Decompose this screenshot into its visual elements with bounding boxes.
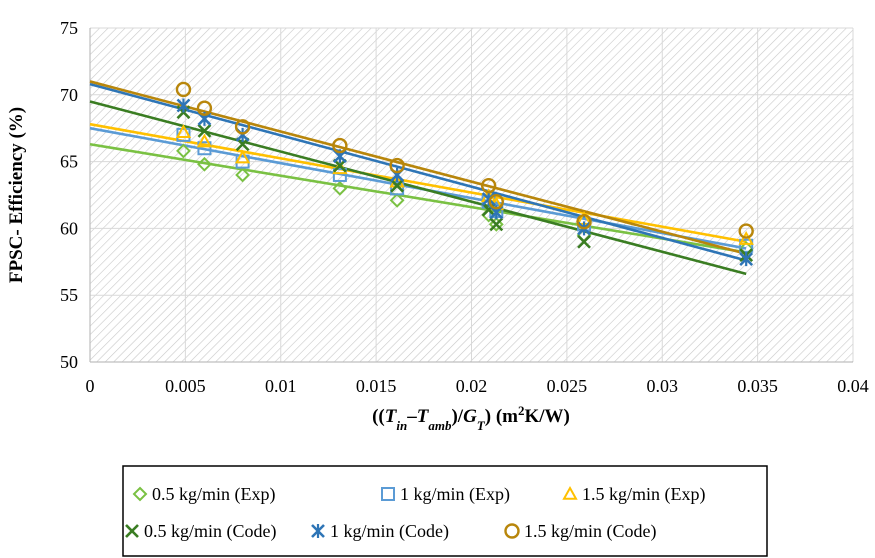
data-point-series-5 bbox=[175, 81, 192, 98]
data-point-series-3 bbox=[577, 234, 591, 249]
legend-marker-5 bbox=[504, 523, 520, 539]
y-tick-label: 70 bbox=[60, 85, 78, 105]
data-point-series-0 bbox=[176, 143, 191, 159]
data-point-series-5 bbox=[332, 137, 348, 154]
legend-marker-4 bbox=[311, 524, 325, 538]
data-point-series-2 bbox=[234, 149, 251, 164]
data-point-series-1 bbox=[197, 141, 212, 156]
x-tick-labels: 0 0.005 0.01 0.015 0.02 0.025 0.03 0.035 0.04 bbox=[86, 376, 869, 396]
legend-marker-1 bbox=[381, 487, 395, 501]
x-tick-label: 0.035 bbox=[737, 376, 778, 396]
legend-label: 1 kg/min (Code) bbox=[330, 521, 449, 542]
x-axis-title-part: T bbox=[385, 406, 398, 427]
x-tick-label: 0.01 bbox=[265, 376, 297, 396]
legend-box bbox=[122, 465, 768, 557]
y-tick-label: 55 bbox=[60, 285, 78, 305]
data-point-series-1 bbox=[332, 167, 347, 182]
legend-marker-0 bbox=[132, 486, 148, 502]
data-point-series-3 bbox=[197, 123, 212, 138]
x-axis-title-part: 2 bbox=[518, 403, 525, 418]
x-axis-title-part: – bbox=[406, 406, 417, 427]
legend-label: 0.5 kg/min (Exp) bbox=[152, 484, 276, 505]
data-point-series-5 bbox=[480, 177, 497, 194]
data-point-series-0 bbox=[235, 167, 251, 183]
x-axis-title-part: amb bbox=[428, 418, 452, 433]
data-point-series-5 bbox=[389, 157, 405, 174]
x-axis-title-part: )/ bbox=[451, 406, 463, 427]
data-point-series-4 bbox=[176, 98, 191, 113]
data-point-series-5 bbox=[488, 193, 504, 210]
data-point-series-5 bbox=[196, 100, 213, 116]
x-axis-title-part: in bbox=[396, 418, 407, 433]
data-point-series-5 bbox=[234, 119, 251, 135]
y-tick-label: 75 bbox=[60, 18, 78, 38]
x-tick-label: 0.04 bbox=[837, 376, 869, 396]
y-tick-label: 65 bbox=[60, 152, 78, 172]
x-tick-label: 0.015 bbox=[356, 376, 397, 396]
data-point-series-0 bbox=[389, 192, 405, 208]
legend-label: 0.5 kg/min (Code) bbox=[144, 521, 277, 542]
trend-line-3 bbox=[89, 100, 747, 276]
x-tick-label: 0.03 bbox=[647, 376, 679, 396]
legend-label: 1 kg/min (Exp) bbox=[400, 484, 510, 505]
legend-marker-3 bbox=[125, 524, 139, 538]
x-tick-label: 0.005 bbox=[165, 376, 206, 396]
x-tick-label: 0 bbox=[86, 376, 95, 396]
data-point-series-0 bbox=[332, 180, 348, 196]
x-axis-title-part: K/W) bbox=[524, 406, 569, 427]
data-point-series-5 bbox=[738, 223, 754, 239]
data-point-series-2 bbox=[175, 124, 192, 139]
data-point-series-5 bbox=[576, 214, 592, 230]
data-point-series-4 bbox=[739, 252, 754, 267]
data-point-series-1 bbox=[390, 181, 405, 196]
data-point-series-1 bbox=[176, 127, 191, 142]
data-point-series-1 bbox=[739, 238, 754, 253]
legend-label: 1.5 kg/min (Code) bbox=[524, 521, 657, 542]
legend: 0.5 kg/min (Exp) 1 kg/min (Exp) 1.5 kg/min… bbox=[122, 465, 768, 557]
data-point-series-0 bbox=[197, 156, 212, 172]
x-tick-label: 0.025 bbox=[547, 376, 588, 396]
x-axis-title: ((Tin–Tamb)/GT) (m2K/W) bbox=[372, 403, 570, 433]
y-tick-labels: 50 55 60 65 70 75 bbox=[60, 18, 78, 372]
x-axis-title-part: ) (m bbox=[485, 406, 518, 427]
data-markers bbox=[175, 81, 754, 267]
x-axis-title-part: T bbox=[477, 418, 486, 433]
y-axis-title: FPSC- Efficiency (%) bbox=[6, 107, 27, 283]
legend-label: 1.5 kg/min (Exp) bbox=[582, 484, 706, 505]
x-axis-title-part: T bbox=[417, 406, 430, 427]
x-tick-label: 0.02 bbox=[456, 376, 488, 396]
legend-marker-2 bbox=[562, 485, 578, 500]
data-point-series-3 bbox=[489, 217, 504, 232]
y-tick-label: 50 bbox=[60, 352, 78, 372]
data-point-series-3 bbox=[390, 178, 405, 193]
y-tick-label: 60 bbox=[60, 218, 78, 238]
x-axis-title-part: (( bbox=[372, 406, 385, 427]
data-point-series-0 bbox=[488, 216, 504, 232]
data-point-series-2 bbox=[738, 231, 754, 245]
data-point-series-2 bbox=[196, 133, 213, 148]
axes bbox=[89, 28, 853, 363]
x-axis-title-part: G bbox=[463, 406, 477, 427]
